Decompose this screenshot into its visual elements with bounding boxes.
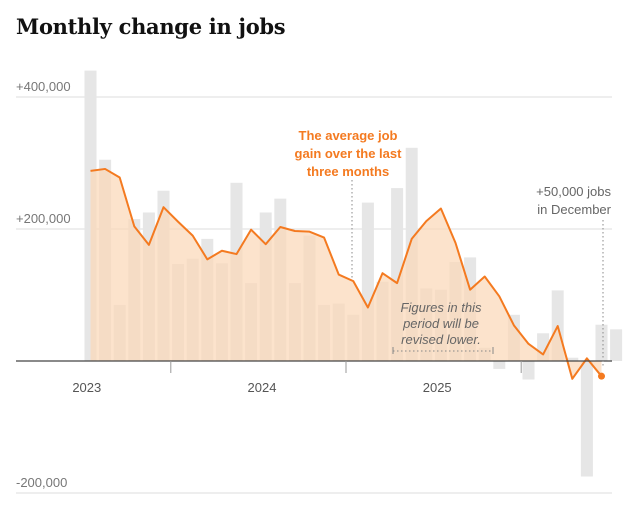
average-line (90, 167, 603, 380)
axis-layer (16, 360, 612, 373)
y-tick-label: +400,000 (16, 79, 71, 94)
bar (610, 329, 623, 361)
bar (580, 361, 593, 477)
annotation-layer: The average job gain over the last three m… (295, 128, 612, 366)
y-tick-label: +200,000 (16, 211, 71, 226)
x-tick-label: 2023 (72, 380, 101, 395)
average-annotation-line: gain over the last (295, 146, 403, 161)
revised-annotation-line: Figures in this (401, 300, 482, 315)
revised-annotation-line: period will be (402, 316, 479, 331)
y-tick-label: -200,000 (16, 475, 67, 490)
bar (522, 361, 535, 380)
x-tick-label: 2025 (423, 380, 452, 395)
average-annotation-line: The average job (299, 128, 398, 143)
bar (595, 324, 608, 361)
label-layer: +400,000 +200,000 -200,000 2023 2024 2025 (16, 79, 452, 490)
latest-point (598, 372, 605, 380)
average-area-layer (90, 168, 602, 379)
chart-title: Monthly change in jobs (16, 14, 286, 39)
average-annotation-line: three months (307, 164, 389, 179)
average-area (90, 168, 602, 379)
latest-annotation-line: +50,000 jobs (536, 184, 611, 199)
average-line-layer (90, 167, 605, 380)
bar (566, 357, 579, 361)
bar (493, 361, 506, 369)
revised-annotation-line: revised lower. (401, 332, 481, 347)
x-tick-label: 2024 (248, 380, 277, 395)
latest-annotation-line: in December (537, 202, 611, 217)
